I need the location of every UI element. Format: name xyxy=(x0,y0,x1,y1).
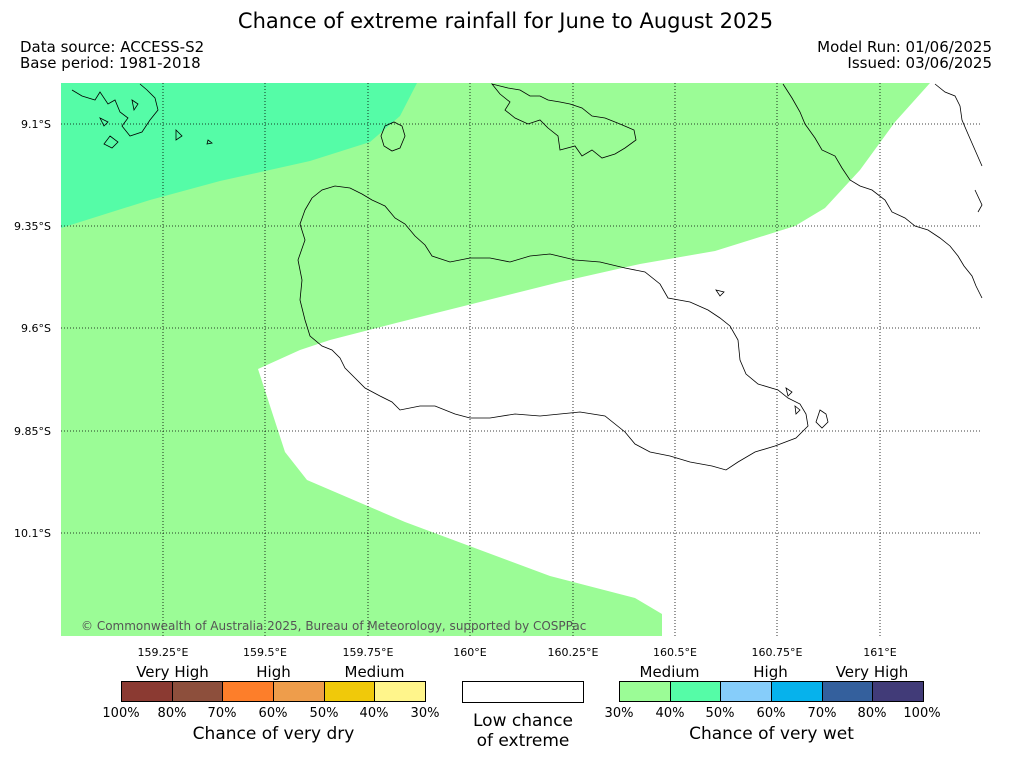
map-title: Chance of extreme rainfall for June to A… xyxy=(237,9,774,33)
wet-colorbar xyxy=(619,681,924,702)
lon-label: 160.75°E xyxy=(752,646,803,659)
latitude-labels: 9.1°S 9.35°S 9.6°S 9.85°S 10.1°S xyxy=(14,118,51,540)
wet-swatch-4 xyxy=(822,682,874,701)
dry-tick: 80% xyxy=(157,706,187,721)
run-info: Model Run: 01/06/2025 Issued: 03/06/2025 xyxy=(817,39,992,71)
wet-tick: 80% xyxy=(857,706,887,721)
lon-label: 160.5°E xyxy=(653,646,697,659)
malaita-coastline xyxy=(782,83,983,299)
dry-tick: 60% xyxy=(258,706,288,721)
wet-tick: 60% xyxy=(756,706,786,721)
lon-label: 159.75°E xyxy=(343,646,394,659)
dry-tick: 50% xyxy=(309,706,339,721)
wet-category-medium: Medium xyxy=(639,663,700,681)
wet-swatch-1 xyxy=(670,682,722,701)
dry-swatch-2 xyxy=(223,682,275,701)
graticule xyxy=(61,83,982,636)
dry-category-very-high: Very High xyxy=(136,663,209,681)
copyright-notice: © Commonwealth of Australia 2025, Bureau… xyxy=(81,619,586,633)
lon-label: 159.25°E xyxy=(138,646,189,659)
dry-legend-label: Chance of very dry xyxy=(192,724,355,744)
low-chance-line1: Low chance xyxy=(473,711,573,731)
wet-category-high: High xyxy=(753,663,788,681)
wet-medium-region xyxy=(61,83,930,636)
wet-swatch-5 xyxy=(873,682,924,701)
lat-label: 9.6°S xyxy=(21,322,51,335)
dry-category-high: High xyxy=(256,663,291,681)
wet-tick: 30% xyxy=(604,706,634,721)
wet-high-region xyxy=(61,83,417,228)
wet-swatch-0 xyxy=(620,682,671,701)
dry-swatch-5 xyxy=(375,682,426,701)
dry-swatch-1 xyxy=(172,682,224,701)
model-run: Model Run: 01/06/2025 xyxy=(817,38,992,56)
dry-category-medium: Medium xyxy=(344,663,405,681)
dry-tick: 40% xyxy=(359,706,389,721)
guadalcanal-coastline xyxy=(297,185,809,471)
wet-swatch-2 xyxy=(721,682,773,701)
russell-islands-coastline xyxy=(71,83,213,149)
low-chance-label: Low chance of extreme xyxy=(450,711,596,751)
source-info: Data source: ACCESS-S2 Base period: 1981… xyxy=(20,39,204,71)
small-islets-coastline xyxy=(715,289,829,429)
lat-label: 9.85°S xyxy=(14,425,51,438)
lat-label: 9.35°S xyxy=(14,220,51,233)
savo-island-coastline xyxy=(380,121,406,152)
dry-swatch-0 xyxy=(122,682,173,701)
longitude-labels: 159.25°E 159.5°E 159.75°E 160°E 160.25°E… xyxy=(138,646,897,659)
data-source: Data source: ACCESS-S2 xyxy=(20,38,205,56)
dry-tick: 70% xyxy=(207,706,237,721)
lon-label: 161°E xyxy=(863,646,896,659)
malaita-east-coastline xyxy=(934,83,983,213)
dry-tick: 100% xyxy=(102,706,140,721)
dry-swatch-4 xyxy=(324,682,376,701)
dry-colorbar xyxy=(121,681,426,702)
dry-tick: 30% xyxy=(410,706,440,721)
wet-tick: 50% xyxy=(705,706,735,721)
lat-label: 9.1°S xyxy=(21,118,51,131)
wet-category-very-high: Very High xyxy=(835,663,909,681)
coastlines xyxy=(71,83,983,471)
florida-islands-coastline xyxy=(490,83,637,159)
low-chance-line2: of extreme xyxy=(476,731,570,751)
issued-date: Issued: 03/06/2025 xyxy=(847,54,992,72)
low-chance-swatch xyxy=(462,681,584,703)
wet-tick: 70% xyxy=(807,706,837,721)
wet-swatch-3 xyxy=(772,682,823,701)
wet-tick: 40% xyxy=(655,706,685,721)
rainfall-map: 159.25°E 159.5°E 159.75°E 160°E 160.25°E… xyxy=(14,83,983,659)
dry-swatch-3 xyxy=(274,682,325,701)
wet-tick: 100% xyxy=(903,706,941,721)
lon-label: 160.25°E xyxy=(548,646,599,659)
lat-label: 10.1°S xyxy=(14,527,51,540)
wet-legend-label: Chance of very wet xyxy=(689,724,854,744)
lon-label: 160°E xyxy=(453,646,486,659)
lon-label: 159.5°E xyxy=(243,646,287,659)
base-period: Base period: 1981-2018 xyxy=(20,54,201,72)
